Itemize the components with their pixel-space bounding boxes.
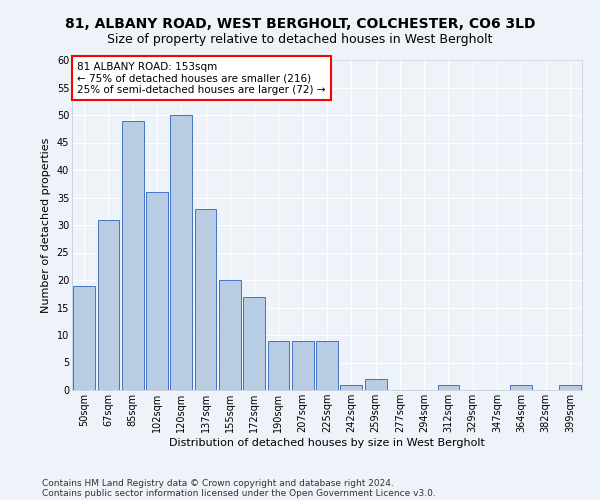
Bar	[146, 192, 168, 390]
Bar	[170, 115, 192, 390]
Bar	[194, 208, 217, 390]
Y-axis label: Number of detached properties: Number of detached properties	[41, 138, 51, 312]
Bar	[268, 340, 289, 390]
Bar	[219, 280, 241, 390]
Bar	[122, 120, 143, 390]
Bar	[73, 286, 95, 390]
Bar	[292, 340, 314, 390]
Text: 81, ALBANY ROAD, WEST BERGHOLT, COLCHESTER, CO6 3LD: 81, ALBANY ROAD, WEST BERGHOLT, COLCHEST…	[65, 18, 535, 32]
Bar	[437, 384, 460, 390]
Bar	[316, 340, 338, 390]
Text: Contains public sector information licensed under the Open Government Licence v3: Contains public sector information licen…	[42, 488, 436, 498]
Bar	[559, 384, 581, 390]
Bar	[511, 384, 532, 390]
X-axis label: Distribution of detached houses by size in West Bergholt: Distribution of detached houses by size …	[169, 438, 485, 448]
Bar	[97, 220, 119, 390]
Text: Size of property relative to detached houses in West Bergholt: Size of property relative to detached ho…	[107, 32, 493, 46]
Bar	[243, 296, 265, 390]
Bar	[340, 384, 362, 390]
Bar	[365, 379, 386, 390]
Text: Contains HM Land Registry data © Crown copyright and database right 2024.: Contains HM Land Registry data © Crown c…	[42, 478, 394, 488]
Text: 81 ALBANY ROAD: 153sqm
← 75% of detached houses are smaller (216)
25% of semi-de: 81 ALBANY ROAD: 153sqm ← 75% of detached…	[77, 62, 326, 95]
